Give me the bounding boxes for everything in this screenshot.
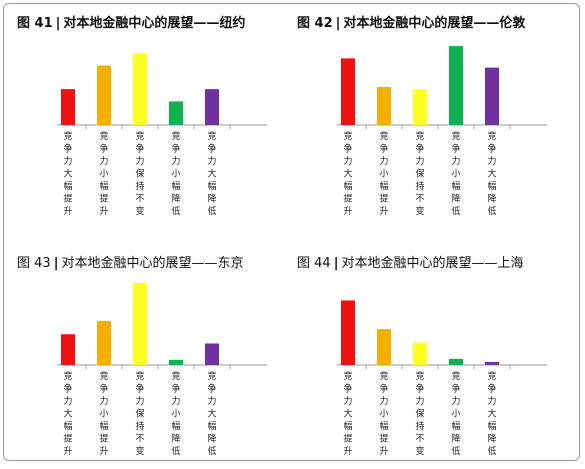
bar-5 (205, 343, 219, 365)
bar-2 (377, 87, 391, 125)
category-label-4: 竞争力小幅降低 (451, 370, 460, 457)
category-label-4: 竞争力小幅降低 (451, 130, 460, 217)
category-label-1: 竞争力大幅提升 (63, 130, 72, 217)
bar-2 (97, 65, 111, 125)
bar-chart-1: 竞争力大幅提升 竞争力小幅提升 竞争力保持不变 竞争力小幅降低 竞争力大幅降低 (57, 53, 267, 217)
bar-2 (377, 329, 391, 365)
chart-title-4: 图 44 | 对本地金融中心的展望——上海 (297, 252, 523, 271)
bar-1 (61, 334, 75, 365)
title-separator-3: | (53, 256, 59, 271)
figure-label-1: 图 41 (17, 16, 53, 31)
category-label-5: 竞争力大幅降低 (207, 370, 216, 457)
bar-chart-2: 竞争力大幅提升 竞争力小幅提升 竞争力保持不变 竞争力小幅降低 竞争力大幅降低 (337, 46, 547, 217)
category-label-3: 竞争力保持不变 (415, 130, 424, 217)
category-label-1: 竞争力大幅提升 (343, 130, 352, 217)
bar-1 (61, 89, 75, 125)
title-separator-1: | (55, 16, 61, 31)
bar-3 (133, 283, 147, 365)
chart-title-1: 图 41 | 对本地金融中心的展望——纽约 (17, 12, 245, 31)
title-separator-2: | (335, 16, 341, 31)
title-separator-4: | (333, 256, 339, 271)
chart-panel-3: 图 43 | 对本地金融中心的展望——东京 竞争力大幅提升 竞争力小幅提升 竞争力保持不… (17, 252, 287, 467)
bar-5 (485, 361, 499, 365)
category-label-5: 竞争力大幅降低 (487, 130, 496, 217)
category-label-1: 竞争力大幅提升 (63, 370, 72, 457)
bar-3 (413, 89, 427, 125)
chart-panel-2: 图 42 | 对本地金融中心的展望——伦敦 竞争力大幅提升 竞争力小幅提升 竞争力保持不… (297, 12, 567, 227)
bar-chart-4: 竞争力大幅提升 竞争力小幅提升 竞争力保持不变 竞争力小幅降低 竞争力大幅降低 (337, 300, 547, 457)
bar-4 (449, 358, 463, 365)
bar-5 (485, 67, 499, 125)
bar-chart-3: 竞争力大幅提升 竞争力小幅提升 竞争力保持不变 竞争力小幅降低 竞争力大幅降低 (57, 283, 267, 457)
bar-4 (449, 46, 463, 126)
category-label-5: 竞争力大幅降低 (207, 130, 216, 217)
chart-title-3: 图 43 | 对本地金融中心的展望——东京 (17, 252, 243, 271)
category-label-3: 竞争力保持不变 (135, 370, 144, 457)
figure-label-4: 图 44 (297, 256, 331, 271)
title-text-4: 对本地金融中心的展望——上海 (341, 256, 524, 271)
category-label-3: 竞争力保持不变 (415, 370, 424, 457)
category-label-2: 竞争力小幅提升 (99, 130, 108, 217)
category-label-2: 竞争力小幅提升 (379, 370, 388, 457)
category-label-1: 竞争力大幅提升 (343, 370, 352, 457)
category-label-4: 竞争力小幅降低 (171, 370, 180, 457)
title-text-2: 对本地金融中心的展望——伦敦 (343, 16, 526, 31)
category-label-3: 竞争力保持不变 (135, 130, 144, 217)
title-text-1: 对本地金融中心的展望——纽约 (63, 16, 246, 31)
category-label-2: 竞争力小幅提升 (99, 370, 108, 457)
chart-panel-1: 图 41 | 对本地金融中心的展望——纽约 竞争力大幅提升 竞争力小幅提升 竞争力保持不… (17, 12, 287, 227)
bar-4 (169, 359, 183, 365)
bar-1 (341, 58, 355, 125)
bar-1 (341, 300, 355, 365)
chart-panel-4: 图 44 | 对本地金融中心的展望——上海 竞争力大幅提升 竞争力小幅提升 竞争力保持不… (297, 252, 567, 467)
category-label-4: 竞争力小幅降低 (171, 130, 180, 217)
bar-4 (169, 101, 183, 125)
figure-label-3: 图 43 (17, 256, 51, 271)
bar-3 (413, 342, 427, 365)
category-label-2: 竞争力小幅提升 (379, 130, 388, 217)
bar-5 (205, 89, 219, 125)
figure-label-2: 图 42 (297, 16, 333, 31)
bar-2 (97, 320, 111, 365)
bar-3 (133, 53, 147, 125)
title-text-3: 对本地金融中心的展望——东京 (61, 256, 244, 271)
chart-title-2: 图 42 | 对本地金融中心的展望——伦敦 (297, 12, 525, 31)
category-label-5: 竞争力大幅降低 (487, 370, 496, 457)
